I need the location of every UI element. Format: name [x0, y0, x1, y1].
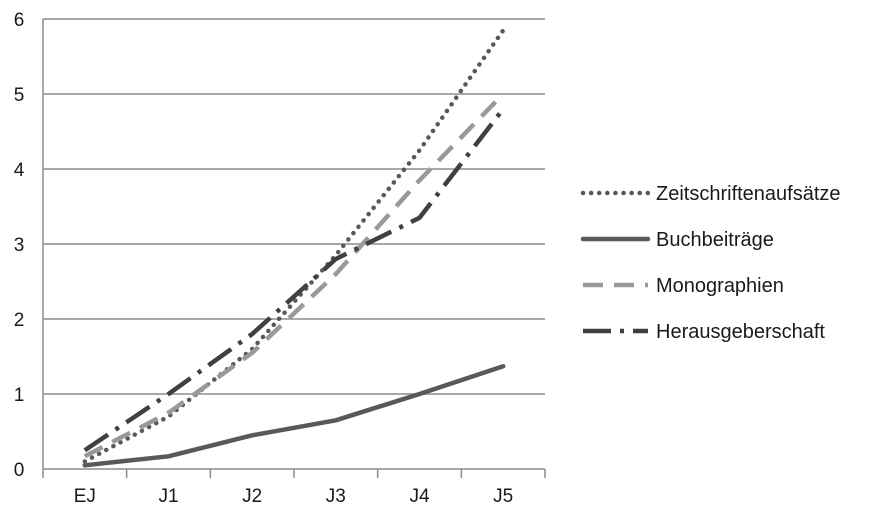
- legend-label: Buchbeiträge: [656, 229, 774, 251]
- y-tick-label: 2: [14, 310, 25, 331]
- legend-label: Zeitschriftenaufsätze: [656, 183, 841, 205]
- y-tick-label: 1: [14, 385, 25, 406]
- y-axis-tick-labels: 0 1 2 3 4 5 6: [14, 10, 25, 481]
- x-tick-label: J5: [493, 486, 513, 507]
- y-tick-label: 3: [14, 235, 25, 256]
- series-lines: [82, 28, 506, 468]
- legend-item: Zeitschriftenaufsätze: [580, 183, 841, 205]
- y-tick-label: 0: [14, 460, 25, 481]
- series-line-0: [82, 28, 506, 464]
- series-line-1: [82, 364, 506, 468]
- x-tick-label: J3: [326, 486, 346, 507]
- legend-item: Buchbeiträge: [580, 229, 774, 251]
- legend-item: Monographien: [583, 275, 784, 297]
- y-tick-label: 6: [14, 10, 25, 31]
- legend: Zeitschriftenaufsätze Buchbeiträge Monogra…: [580, 183, 841, 343]
- axes: [42, 19, 546, 478]
- grid-lines: [43, 18, 545, 395]
- legend-label: Herausgeberschaft: [656, 321, 825, 343]
- x-tick-label: J2: [242, 486, 262, 507]
- legend-item: Herausgeberschaft: [583, 321, 825, 343]
- y-tick-label: 5: [14, 85, 25, 106]
- series-line-2: [83, 92, 505, 459]
- x-axis-tick-labels: EJ J1 J2 J3 J4 J5: [74, 486, 513, 507]
- y-tick-label: 4: [14, 160, 25, 181]
- x-tick-label: J4: [409, 486, 430, 507]
- x-tick-label: EJ: [74, 486, 96, 507]
- series-line-3: [83, 107, 505, 453]
- legend-label: Monographien: [656, 275, 784, 297]
- x-tick-label: J1: [158, 486, 178, 507]
